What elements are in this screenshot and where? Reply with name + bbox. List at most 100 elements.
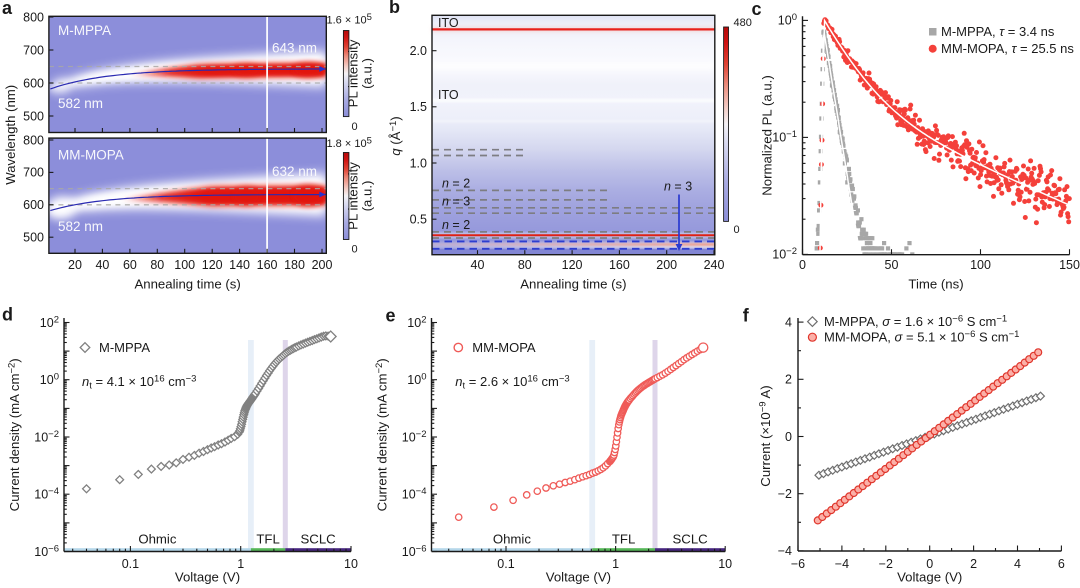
svg-text:100: 100 bbox=[970, 258, 991, 272]
svg-text:q (Å−1): q (Å−1) bbox=[388, 116, 403, 155]
svg-text:1: 1 bbox=[612, 557, 619, 571]
svg-text:180: 180 bbox=[284, 258, 305, 272]
svg-text:500: 500 bbox=[23, 231, 44, 245]
svg-text:PL intensity: PL intensity bbox=[346, 39, 361, 107]
svg-text:1.6 × 105: 1.6 × 105 bbox=[327, 12, 372, 27]
svg-text:40: 40 bbox=[471, 258, 485, 272]
svg-text:nt = 4.1 × 1016 cm−3: nt = 4.1 × 1016 cm−3 bbox=[82, 374, 196, 392]
svg-text:4: 4 bbox=[785, 315, 792, 329]
svg-text:500: 500 bbox=[23, 109, 44, 123]
svg-text:10−6: 10−6 bbox=[402, 543, 427, 559]
svg-text:Voltage (V): Voltage (V) bbox=[175, 570, 240, 585]
svg-text:2.0: 2.0 bbox=[410, 44, 427, 58]
svg-text:ITO: ITO bbox=[438, 16, 459, 30]
svg-text:MM-MOPA: MM-MOPA bbox=[58, 148, 124, 163]
svg-text:Ohmic: Ohmic bbox=[138, 532, 177, 547]
svg-text:0: 0 bbox=[734, 224, 740, 236]
svg-text:Ohmic: Ohmic bbox=[493, 532, 532, 547]
svg-text:MM-MOPA, σ = 5.1 × 10−6 S cm−1: MM-MOPA, σ = 5.1 × 10−6 S cm−1 bbox=[824, 329, 1019, 345]
svg-text:n = 3: n = 3 bbox=[664, 180, 692, 194]
svg-text:Current density (mA cm−2): Current density (mA cm−2) bbox=[7, 358, 23, 511]
svg-text:TFL: TFL bbox=[256, 532, 279, 547]
svg-text:0: 0 bbox=[352, 244, 358, 256]
svg-text:ITO: ITO bbox=[438, 88, 459, 102]
svg-text:800: 800 bbox=[23, 133, 44, 147]
svg-text:−4: −4 bbox=[778, 544, 792, 558]
svg-text:100: 100 bbox=[40, 372, 59, 388]
svg-text:150: 150 bbox=[1059, 258, 1080, 272]
svg-text:1.0: 1.0 bbox=[410, 156, 427, 170]
svg-text:600: 600 bbox=[23, 76, 44, 90]
svg-text:10: 10 bbox=[344, 557, 358, 571]
svg-text:10−1: 10−1 bbox=[772, 129, 797, 145]
svg-text:4: 4 bbox=[1014, 557, 1021, 571]
svg-text:632 nm: 632 nm bbox=[272, 164, 317, 179]
svg-text:2: 2 bbox=[970, 557, 977, 571]
svg-text:MM-MOPA, τ = 25.5 ns: MM-MOPA, τ = 25.5 ns bbox=[941, 41, 1074, 56]
svg-text:10−4: 10−4 bbox=[402, 486, 427, 502]
svg-text:6: 6 bbox=[1058, 557, 1065, 571]
svg-text:Annealing time (s): Annealing time (s) bbox=[134, 277, 240, 292]
svg-text:0: 0 bbox=[785, 430, 792, 444]
svg-text:100: 100 bbox=[778, 12, 797, 28]
svg-text:0.1: 0.1 bbox=[122, 557, 139, 571]
svg-text:0: 0 bbox=[926, 557, 933, 571]
svg-text:120: 120 bbox=[562, 258, 583, 272]
svg-text:Wavelength (nm): Wavelength (nm) bbox=[3, 85, 18, 185]
svg-text:643 nm: 643 nm bbox=[272, 41, 317, 56]
svg-text:120: 120 bbox=[202, 258, 223, 272]
svg-text:480: 480 bbox=[734, 17, 752, 29]
svg-text:200: 200 bbox=[656, 258, 677, 272]
svg-text:e: e bbox=[386, 306, 396, 326]
svg-text:M-MPPA, τ = 3.4 ns: M-MPPA, τ = 3.4 ns bbox=[941, 24, 1055, 39]
svg-text:160: 160 bbox=[609, 258, 630, 272]
svg-text:n = 2: n = 2 bbox=[442, 177, 470, 191]
svg-text:240: 240 bbox=[704, 258, 725, 272]
svg-text:(a.u.): (a.u.) bbox=[360, 181, 375, 212]
svg-text:10−2: 10−2 bbox=[402, 429, 427, 445]
svg-text:20: 20 bbox=[68, 258, 82, 272]
svg-text:(a.u.): (a.u.) bbox=[360, 58, 375, 89]
svg-text:582 nm: 582 nm bbox=[58, 96, 103, 111]
svg-text:TFL: TFL bbox=[612, 532, 635, 547]
svg-text:100: 100 bbox=[174, 258, 195, 272]
svg-text:Time (ns): Time (ns) bbox=[908, 277, 963, 292]
svg-text:10: 10 bbox=[718, 557, 732, 571]
svg-text:200: 200 bbox=[312, 258, 333, 272]
svg-text:b: b bbox=[389, 0, 400, 17]
svg-text:0.1: 0.1 bbox=[497, 557, 514, 571]
svg-text:160: 160 bbox=[257, 258, 278, 272]
svg-text:102: 102 bbox=[40, 314, 59, 330]
svg-text:10−4: 10−4 bbox=[34, 486, 59, 502]
svg-text:50: 50 bbox=[885, 258, 899, 272]
svg-text:1: 1 bbox=[237, 557, 244, 571]
svg-text:80: 80 bbox=[518, 258, 532, 272]
svg-text:nt = 2.6 × 1016 cm−3: nt = 2.6 × 1016 cm−3 bbox=[455, 374, 569, 392]
svg-text:102: 102 bbox=[407, 314, 426, 330]
svg-text:Current (×10−9 A): Current (×10−9 A) bbox=[758, 385, 774, 486]
svg-text:0: 0 bbox=[799, 258, 806, 272]
svg-text:M-MPPA, σ = 1.6 × 10−6 S cm−1: M-MPPA, σ = 1.6 × 10−6 S cm−1 bbox=[824, 314, 1007, 330]
svg-text:n = 2: n = 2 bbox=[442, 218, 470, 232]
svg-text:Annealing time (s): Annealing time (s) bbox=[520, 277, 626, 292]
svg-text:1.8 × 105: 1.8 × 105 bbox=[327, 136, 372, 151]
svg-text:0: 0 bbox=[352, 121, 358, 133]
svg-text:PL intensity: PL intensity bbox=[346, 162, 361, 230]
svg-text:60: 60 bbox=[123, 258, 137, 272]
svg-text:c: c bbox=[752, 0, 762, 19]
svg-text:Current density (mA cm−2): Current density (mA cm−2) bbox=[374, 358, 390, 511]
svg-text:−2: −2 bbox=[879, 557, 893, 571]
svg-text:Normalized PL (a.u.): Normalized PL (a.u.) bbox=[760, 75, 775, 195]
svg-text:M-MPPA: M-MPPA bbox=[99, 340, 150, 355]
svg-text:40: 40 bbox=[95, 258, 109, 272]
svg-text:100: 100 bbox=[407, 372, 426, 388]
svg-text:1.5: 1.5 bbox=[410, 100, 427, 114]
svg-text:a: a bbox=[2, 0, 13, 18]
svg-text:SCLC: SCLC bbox=[301, 532, 337, 547]
svg-text:140: 140 bbox=[229, 258, 250, 272]
svg-text:582 nm: 582 nm bbox=[58, 219, 103, 234]
svg-text:10−2: 10−2 bbox=[772, 246, 797, 262]
svg-text:700: 700 bbox=[23, 166, 44, 180]
svg-text:MM-MOPA: MM-MOPA bbox=[472, 340, 536, 355]
svg-text:10−2: 10−2 bbox=[34, 429, 59, 445]
